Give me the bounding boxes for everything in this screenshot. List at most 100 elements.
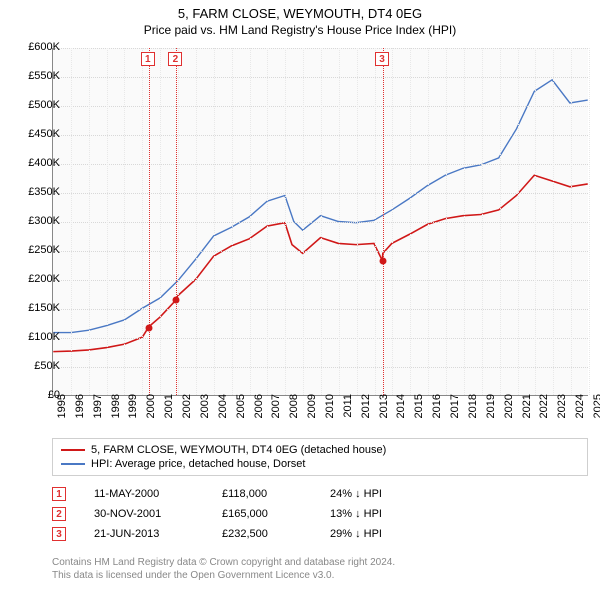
sale-row: 2 30-NOV-2001 £165,000 13% ↓ HPI xyxy=(52,504,420,524)
legend-swatch-1 xyxy=(61,463,85,465)
y-tick-label: £100K xyxy=(10,331,60,343)
gridline-v xyxy=(232,48,233,395)
legend-row-0: 5, FARM CLOSE, WEYMOUTH, DT4 0EG (detach… xyxy=(61,443,579,457)
event-line xyxy=(383,48,384,395)
y-tick-label: £0 xyxy=(10,389,60,401)
gridline-v xyxy=(535,48,536,395)
x-tick-label: 2018 xyxy=(467,394,479,434)
x-tick-label: 2017 xyxy=(449,394,461,434)
x-tick-label: 2020 xyxy=(503,394,515,434)
x-tick-label: 2006 xyxy=(253,394,265,434)
y-tick-label: £50K xyxy=(10,360,60,372)
x-tick-label: 2016 xyxy=(431,394,443,434)
x-tick-label: 2007 xyxy=(270,394,282,434)
x-tick-label: 2008 xyxy=(288,394,300,434)
y-tick-label: £600K xyxy=(10,41,60,53)
sale-num: 2 xyxy=(52,507,66,521)
y-tick-label: £350K xyxy=(10,186,60,198)
sale-dot xyxy=(145,324,152,331)
legend-row-1: HPI: Average price, detached house, Dors… xyxy=(61,457,579,471)
gridline-v xyxy=(392,48,393,395)
sale-date: 30-NOV-2001 xyxy=(94,508,194,520)
legend-label-1: HPI: Average price, detached house, Dors… xyxy=(91,458,305,470)
x-tick-label: 1997 xyxy=(92,394,104,434)
gridline-v xyxy=(464,48,465,395)
legend: 5, FARM CLOSE, WEYMOUTH, DT4 0EG (detach… xyxy=(52,438,588,476)
gridline-v xyxy=(446,48,447,395)
y-tick-label: £150K xyxy=(10,302,60,314)
gridline-v xyxy=(321,48,322,395)
sale-row: 321-JUN-2013£232,50029% ↓ HPI xyxy=(52,524,420,544)
gridline-v xyxy=(124,48,125,395)
x-tick-label: 2015 xyxy=(413,394,425,434)
x-tick-label: 2011 xyxy=(342,394,354,434)
event-marker: 1 xyxy=(141,52,155,66)
x-tick-label: 2001 xyxy=(163,394,175,434)
gridline-v xyxy=(571,48,572,395)
y-tick-label: £450K xyxy=(10,128,60,140)
x-tick-label: 2002 xyxy=(181,394,193,434)
gridline-v xyxy=(375,48,376,395)
gridline-v xyxy=(142,48,143,395)
sale-diff: 29% ↓ HPI xyxy=(330,528,420,540)
gridline-v xyxy=(71,48,72,395)
x-tick-label: 2019 xyxy=(485,394,497,434)
x-tick-label: 2013 xyxy=(378,394,390,434)
sale-diff: 13% ↓ HPI xyxy=(330,508,420,520)
sale-num: 3 xyxy=(52,527,66,541)
gridline-v xyxy=(214,48,215,395)
event-line xyxy=(149,48,150,395)
sale-price: £118,000 xyxy=(222,488,302,500)
x-tick-label: 2024 xyxy=(574,394,586,434)
x-tick-label: 2021 xyxy=(521,394,533,434)
x-tick-label: 1995 xyxy=(56,394,68,434)
x-tick-label: 2000 xyxy=(145,394,157,434)
footnote: Contains HM Land Registry data © Crown c… xyxy=(52,556,395,582)
sale-num: 1 xyxy=(52,487,66,501)
chart-container: 5, FARM CLOSE, WEYMOUTH, DT4 0EG Price p… xyxy=(0,0,600,590)
legend-swatch-0 xyxy=(61,449,85,451)
gridline-v xyxy=(339,48,340,395)
sale-diff: 24% ↓ HPI xyxy=(330,488,420,500)
x-tick-label: 1998 xyxy=(110,394,122,434)
y-tick-label: £300K xyxy=(10,215,60,227)
gridline-v xyxy=(410,48,411,395)
y-tick-label: £400K xyxy=(10,157,60,169)
gridline-v xyxy=(518,48,519,395)
sale-price: £165,000 xyxy=(222,508,302,520)
sale-dot xyxy=(379,258,386,265)
gridline-v xyxy=(196,48,197,395)
sales-table: 111-MAY-2000£118,00024% ↓ HPI230-NOV-200… xyxy=(52,484,420,544)
gridline-v xyxy=(107,48,108,395)
gridline-v xyxy=(250,48,251,395)
x-tick-label: 2022 xyxy=(538,394,550,434)
x-tick-label: 2004 xyxy=(217,394,229,434)
gridline-v xyxy=(500,48,501,395)
x-tick-label: 1996 xyxy=(74,394,86,434)
x-tick-label: 2005 xyxy=(235,394,247,434)
chart-title: 5, FARM CLOSE, WEYMOUTH, DT4 0EG xyxy=(0,0,600,21)
footnote-line1: Contains HM Land Registry data © Crown c… xyxy=(52,557,395,568)
gridline-v xyxy=(357,48,358,395)
sale-row: 111-MAY-2000£118,00024% ↓ HPI xyxy=(52,484,420,504)
y-tick-label: £550K xyxy=(10,70,60,82)
x-tick-label: 2014 xyxy=(395,394,407,434)
event-line xyxy=(176,48,177,395)
sale-price: £232,500 xyxy=(222,528,302,540)
gridline-v xyxy=(267,48,268,395)
y-tick-label: £200K xyxy=(10,273,60,285)
legend-label-0: 5, FARM CLOSE, WEYMOUTH, DT4 0EG (detach… xyxy=(91,444,386,456)
x-tick-label: 2012 xyxy=(360,394,372,434)
gridline-v xyxy=(303,48,304,395)
chart-subtitle: Price paid vs. HM Land Registry's House … xyxy=(0,21,600,41)
gridline-v xyxy=(178,48,179,395)
x-tick-label: 1999 xyxy=(127,394,139,434)
gridline-v xyxy=(160,48,161,395)
gridline-v xyxy=(589,48,590,395)
gridline-v xyxy=(553,48,554,395)
gridline-v xyxy=(285,48,286,395)
footnote-line2: This data is licensed under the Open Gov… xyxy=(52,570,334,581)
plot-area: 123 xyxy=(52,48,588,396)
x-tick-label: 2025 xyxy=(592,394,600,434)
x-tick-label: 2009 xyxy=(306,394,318,434)
